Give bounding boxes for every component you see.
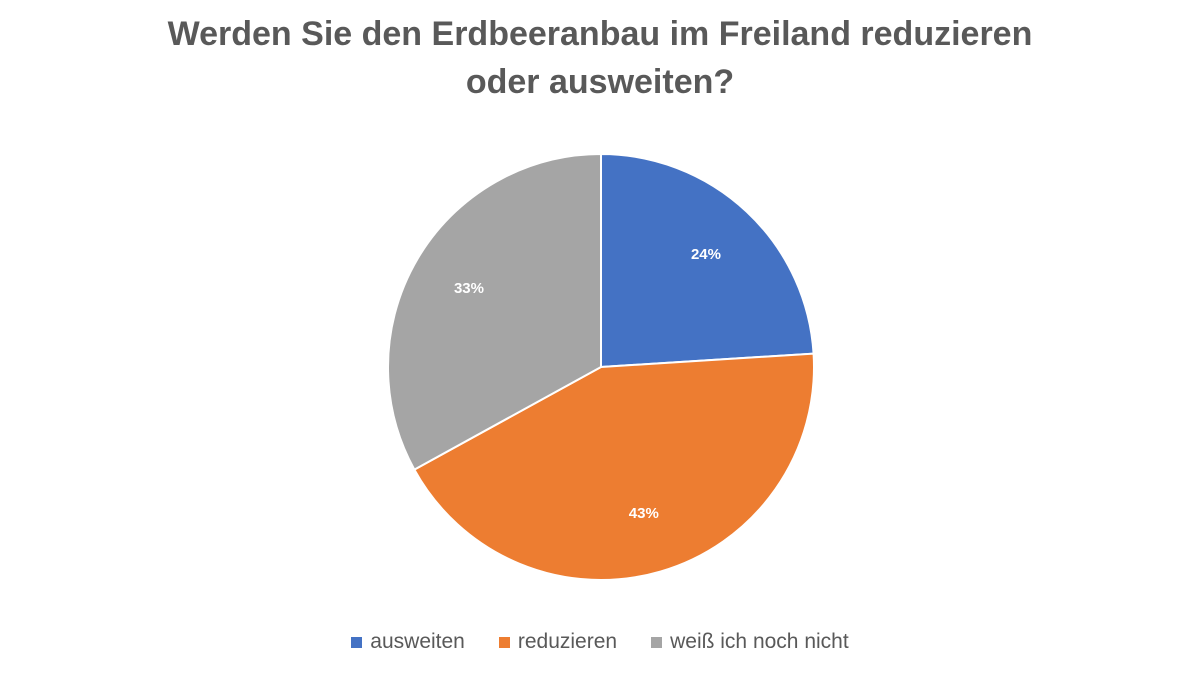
legend-swatch-reduzieren — [498, 636, 510, 648]
legend-swatch-weiss-ich-noch-nicht — [651, 636, 663, 648]
legend-item-weiss-ich-noch-nicht: weiß ich noch nicht — [651, 630, 849, 654]
legend-label-reduzieren: reduzieren — [517, 630, 618, 653]
pie-slice-reduzieren — [412, 352, 815, 581]
chart-title: Werden Sie den Erdbeeranbau im Freiland … — [100, 10, 1100, 106]
chart-title-line-2: oder ausweiten? — [465, 63, 735, 101]
legend-item-ausweiten: ausweiten — [351, 630, 465, 654]
slice-label-weiss-ich-noch-nicht: 33% — [454, 280, 484, 297]
legend: ausweiten reduzieren weiß ich noch nicht — [0, 630, 1200, 654]
slice-label-ausweiten: 24% — [691, 246, 721, 263]
chart-title-line-1: Werden Sie den Erdbeeranbau im Freiland … — [167, 15, 1033, 53]
legend-label-ausweiten: ausweiten — [370, 630, 465, 653]
legend-label-weiss-ich-noch-nicht: weiß ich noch nicht — [670, 630, 849, 653]
slice-label-reduzieren: 43% — [629, 505, 659, 522]
legend-item-reduzieren: reduzieren — [498, 630, 618, 654]
legend-swatch-ausweiten — [351, 636, 363, 648]
pie-slice-weiss-ich-noch-nicht — [387, 152, 602, 471]
pie-slice-ausweiten — [600, 152, 815, 369]
